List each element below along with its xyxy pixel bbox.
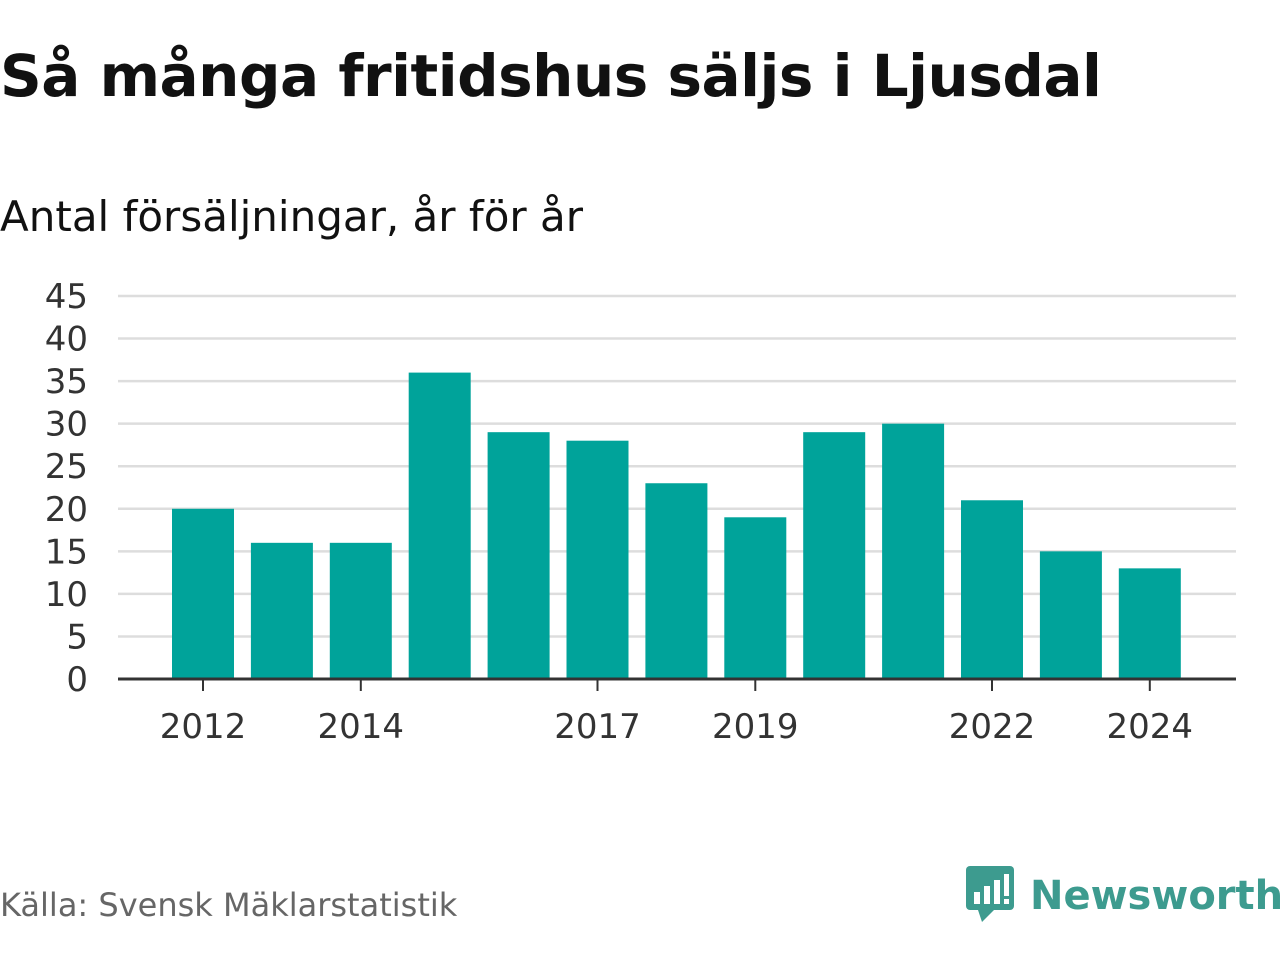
bar-2017 bbox=[566, 440, 629, 679]
y-tick-label: 35 bbox=[45, 362, 88, 402]
y-tick-label: 30 bbox=[45, 405, 88, 445]
bars bbox=[172, 372, 1181, 679]
bar-2023 bbox=[1039, 551, 1102, 679]
y-tick-label: 20 bbox=[45, 490, 88, 530]
bar-2024 bbox=[1118, 568, 1181, 679]
bar-2012 bbox=[172, 508, 234, 679]
y-tick-label: 25 bbox=[45, 447, 88, 487]
chart-title: Så många fritidshus säljs i Ljusdal bbox=[0, 42, 1102, 110]
brand-name: Newsworthy bbox=[1030, 873, 1280, 919]
newsworthy-logo-icon bbox=[964, 864, 1016, 928]
x-tick-label: 2017 bbox=[554, 707, 641, 747]
bar-2013 bbox=[250, 542, 313, 679]
chart-subtitle: Antal försäljningar, år för år bbox=[0, 192, 584, 241]
bar-2016 bbox=[487, 432, 550, 679]
bar-2014 bbox=[329, 542, 392, 679]
bar-2015 bbox=[408, 372, 471, 679]
bar-2018 bbox=[645, 483, 708, 679]
x-tick-label: 2022 bbox=[949, 707, 1036, 747]
brand-logo: Newsworthy bbox=[964, 864, 1280, 928]
y-tick-label: 0 bbox=[66, 660, 88, 700]
bar-2020 bbox=[803, 432, 866, 679]
bar-2022 bbox=[961, 500, 1023, 679]
bar-2021 bbox=[882, 423, 945, 679]
x-tick-label: 2024 bbox=[1107, 707, 1194, 747]
y-tick-label: 15 bbox=[45, 532, 88, 572]
bar-2019 bbox=[724, 517, 787, 679]
y-tick-label: 5 bbox=[66, 617, 88, 657]
y-tick-label: 45 bbox=[45, 277, 88, 317]
x-tick-label: 2012 bbox=[160, 707, 247, 747]
source-note: Källa: Svensk Mäklarstatistik bbox=[0, 886, 458, 924]
x-axis: 2012 2014 2017 2019 2022 2024 bbox=[118, 677, 1236, 747]
x-tick-label: 2014 bbox=[318, 707, 405, 747]
x-tick-label: 2019 bbox=[712, 707, 799, 747]
y-tick-label: 40 bbox=[45, 320, 88, 360]
y-tick-label: 10 bbox=[45, 575, 88, 615]
